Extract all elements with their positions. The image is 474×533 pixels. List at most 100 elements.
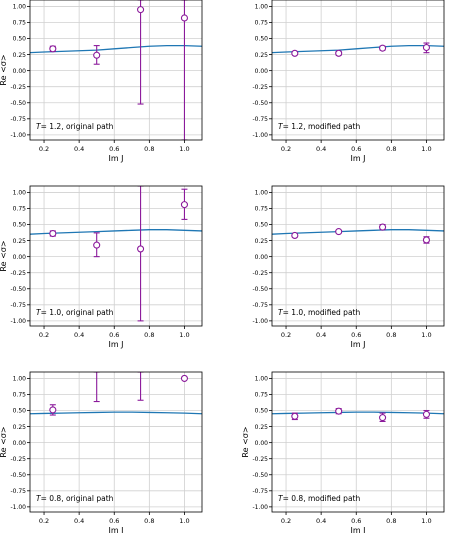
annotation-text: = 0.8, modified path	[283, 494, 361, 503]
x-tick-label: 0.6	[351, 145, 361, 153]
y-tick-label: 0.75	[13, 20, 27, 27]
y-tick-label: 0.25	[255, 424, 269, 431]
x-tick-label: 0.2	[39, 145, 49, 153]
panel-annotation: T= 0.8, modified path	[278, 494, 360, 503]
x-tick-label: 0.8	[386, 331, 396, 339]
y-tick-label: 0.00	[13, 68, 27, 75]
annotation-symbol: T	[278, 494, 284, 503]
x-tick-label: 1.0	[421, 145, 431, 153]
panel-annotation: T= 1.2, original path	[36, 122, 114, 131]
y-tick-label: 0.25	[13, 238, 27, 245]
annotation-symbol: T	[278, 308, 284, 317]
y-tick-label: 0.75	[13, 392, 27, 399]
y-tick-label: -0.50	[252, 472, 268, 479]
data-point	[291, 231, 299, 239]
panel-annotation: T= 1.2, modified path	[278, 122, 360, 131]
x-tick-label: 0.6	[109, 517, 119, 525]
x-tick-label: 0.2	[281, 331, 291, 339]
x-tick-label: 1.0	[179, 145, 189, 153]
y-axis-label: Re <σ>	[0, 240, 8, 271]
x-tick-label: 0.6	[109, 145, 119, 153]
x-tick-label: 0.6	[351, 517, 361, 525]
x-tick-label: 1.0	[179, 331, 189, 339]
x-tick-label: 1.0	[421, 517, 431, 525]
y-tick-label: -0.25	[252, 84, 268, 91]
panel-annotation: T= 1.0, modified path	[278, 308, 360, 317]
series-layer	[30, 372, 202, 416]
x-tick-label: 0.4	[316, 331, 326, 339]
y-tick-label: -1.00	[10, 504, 26, 511]
y-tick-label: 1.00	[13, 190, 27, 197]
y-tick-label: -1.00	[252, 132, 268, 139]
y-tick-label: 0.00	[255, 254, 269, 261]
x-tick-label: 0.4	[74, 517, 84, 525]
y-tick-label: -0.50	[10, 100, 26, 107]
x-tick-label: 0.4	[74, 331, 84, 339]
x-tick-label: 0.8	[386, 145, 396, 153]
annotation-symbol: T	[36, 494, 42, 503]
axes-frame	[29, 185, 203, 327]
data-point	[49, 406, 57, 414]
axes-frame	[29, 371, 203, 513]
data-point	[422, 410, 430, 418]
y-tick-label: -1.00	[252, 318, 268, 325]
y-tick-label: -0.25	[252, 270, 268, 277]
panel-annotation: T= 0.8, original path	[36, 494, 114, 503]
x-axis-label: Im J	[350, 154, 365, 163]
x-axis-label: Im J	[108, 526, 123, 533]
plot-area	[272, 186, 444, 326]
y-tick-label: 0.00	[255, 440, 269, 447]
plot-area	[30, 372, 202, 512]
annotation-symbol: T	[36, 308, 42, 317]
y-tick-label: 0.00	[13, 440, 27, 447]
y-tick-label: -0.25	[10, 456, 26, 463]
y-tick-label: 0.25	[255, 238, 269, 245]
data-point	[422, 236, 430, 244]
series-layer	[30, 0, 202, 140]
x-tick-label: 0.8	[144, 517, 154, 525]
chart-panel-3: 0.2 0.4 0.6 0.8 1.0 -1.00 -0.75 -0.50 -0.25 0.00 0…	[0, 185, 203, 349]
data-point	[335, 228, 343, 236]
y-tick-label: -0.75	[252, 488, 268, 495]
y-tick-label: -0.75	[252, 302, 268, 309]
y-tick-label: -0.25	[252, 456, 268, 463]
annotation-text: = 0.8, original path	[41, 494, 114, 503]
y-tick-label: 1.00	[255, 376, 269, 383]
y-tick-label: -0.75	[10, 302, 26, 309]
plot-area	[30, 0, 202, 140]
chart-panel-1: 0.2 0.4 0.6 0.8 1.0 -1.00 -0.75 -0.50 -0.25 0.00 0…	[0, 0, 203, 163]
data-point	[180, 201, 188, 209]
y-axis-label: Re <σ>	[241, 426, 250, 457]
y-tick-label: 0.25	[255, 52, 269, 59]
data-point	[379, 223, 387, 231]
annotation-text: = 1.2, original path	[41, 122, 114, 131]
x-axis-label: Im J	[350, 340, 365, 349]
data-point	[379, 414, 387, 422]
data-point	[49, 229, 57, 238]
x-tick-label: 0.2	[39, 331, 49, 339]
y-tick-label: 1.00	[13, 376, 27, 383]
x-tick-label: 0.8	[144, 145, 154, 153]
x-tick-label: 1.0	[179, 517, 189, 525]
data-point	[49, 45, 57, 53]
data-point	[137, 6, 145, 14]
data-point	[422, 43, 430, 52]
y-tick-label: 1.00	[13, 4, 27, 11]
y-tick-label: -0.25	[10, 270, 26, 277]
y-tick-label: -0.25	[10, 84, 26, 91]
chart-panel-5: 0.2 0.4 0.6 0.8 1.0 -1.00 -0.75 -0.50 -0.25 0.00 0…	[0, 371, 203, 533]
data-point	[93, 241, 101, 249]
y-tick-label: 0.50	[255, 222, 269, 229]
y-tick-label: 0.50	[255, 36, 269, 43]
data-point	[335, 407, 343, 415]
fit-curve	[30, 411, 202, 415]
data-point	[335, 49, 343, 57]
chart-panel-4: 0.2 0.4 0.6 0.8 1.0 -1.00 -0.75 -0.50 -0.25 0.00 0…	[252, 185, 445, 349]
x-axis-label: Im J	[108, 340, 123, 349]
y-tick-label: 0.25	[13, 52, 27, 59]
axes-frame	[271, 371, 445, 513]
data-point	[93, 51, 101, 59]
plot-area	[272, 0, 444, 140]
y-tick-label: -1.00	[10, 318, 26, 325]
